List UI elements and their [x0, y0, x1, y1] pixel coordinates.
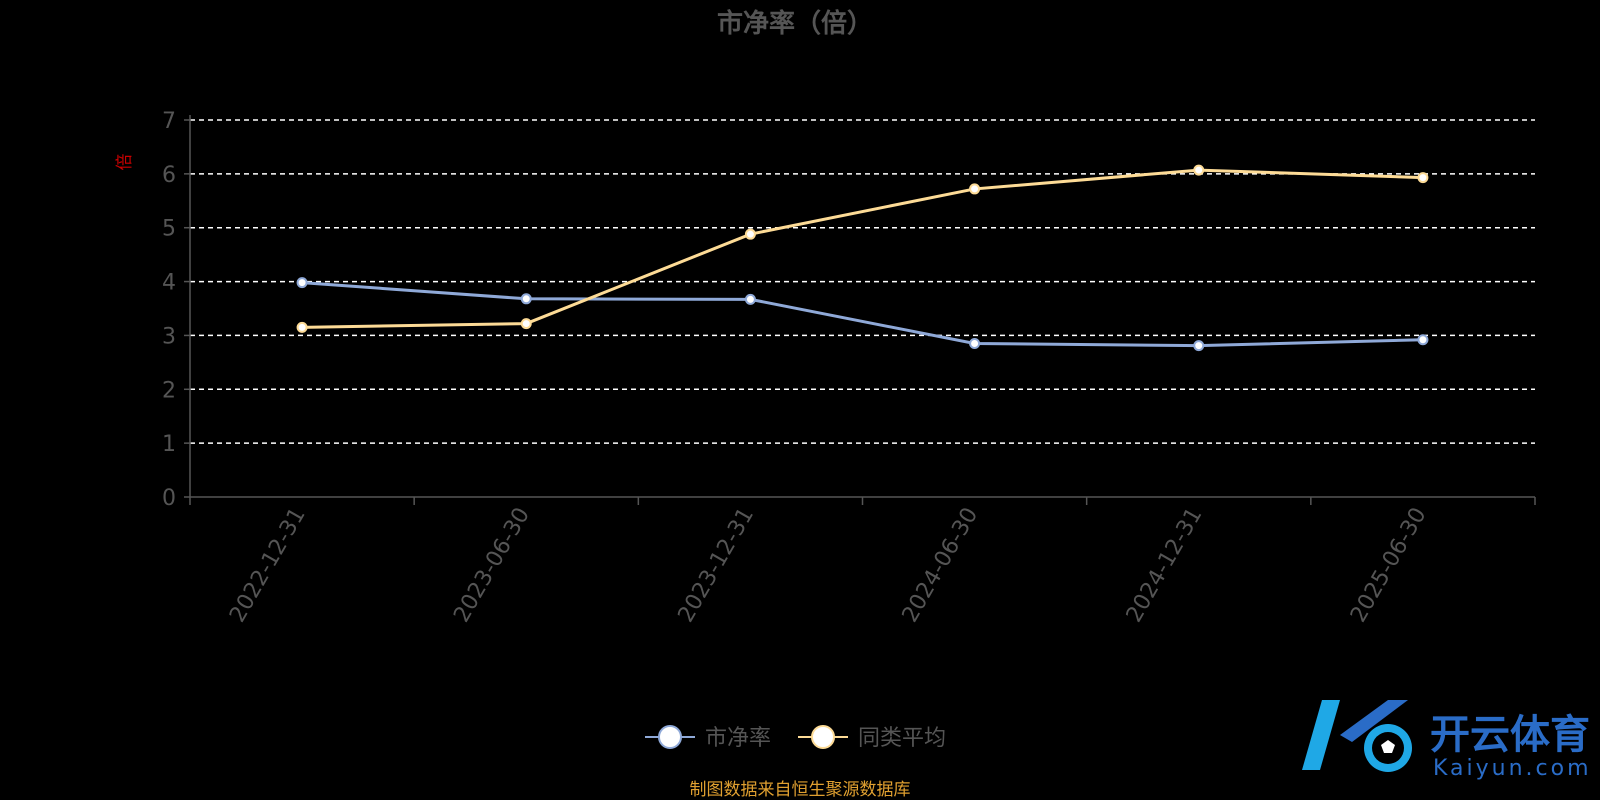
legend: 市净率 同类平均 — [645, 725, 946, 751]
data-point[interactable] — [744, 293, 756, 305]
series-line-2 — [302, 168, 1423, 329]
data-point[interactable] — [1417, 334, 1429, 346]
legend-label-series-2: 同类平均 — [858, 726, 946, 751]
logo-mark — [1302, 700, 1412, 772]
chart-title: 市净率（倍） — [717, 8, 873, 39]
x-tick-labels: 2022-12-31 2023-06-30 2023-12-31 2024-06-30… — [225, 503, 1431, 626]
x-tick-label: 2025-06-30 — [1346, 504, 1432, 627]
y-tick-labels: 0 1 2 3 4 5 6 7 — [162, 109, 190, 511]
watermark-domain: Kaiyun.com — [1433, 756, 1592, 781]
data-point[interactable] — [296, 277, 308, 289]
x-tick-label: 2024-06-30 — [898, 503, 984, 626]
y-tick-label: 4 — [162, 271, 176, 296]
series-line-1 — [301, 281, 1423, 348]
y-tick-label: 0 — [162, 486, 176, 511]
y-tick-label: 2 — [162, 378, 176, 403]
data-point[interactable] — [520, 293, 532, 305]
series-lines — [296, 164, 1429, 352]
x-tick-label: 2023-12-31 — [673, 504, 759, 627]
data-point[interactable] — [1193, 164, 1205, 176]
legend-item-series-2[interactable]: 同类平均 — [798, 725, 946, 751]
data-point[interactable] — [969, 338, 981, 350]
y-tick-label: 1 — [162, 432, 176, 457]
grid-lines — [190, 119, 1535, 444]
y-tick-label: 3 — [162, 324, 176, 349]
data-point[interactable] — [520, 318, 532, 330]
source-note: 制图数据来自恒生聚源数据库 — [690, 780, 911, 800]
data-point[interactable] — [296, 321, 308, 333]
y-tick-label: 5 — [162, 217, 176, 242]
x-tick-label: 2023-06-30 — [449, 504, 535, 627]
legend-item-series-1[interactable]: 市净率 — [645, 725, 771, 751]
x-tick-label: 2022-12-31 — [225, 504, 311, 627]
legend-marker-series-2 — [811, 725, 835, 749]
legend-label-series-1: 市净率 — [705, 726, 771, 751]
watermark-logo: 开云体育 Kaiyun.com — [1302, 700, 1592, 781]
y-axis-label: 倍 — [115, 154, 135, 171]
legend-marker-series-1 — [658, 725, 682, 749]
watermark-name: 开云体育 — [1430, 712, 1590, 758]
data-point[interactable] — [1417, 172, 1429, 184]
data-point[interactable] — [744, 228, 756, 240]
axes — [189, 115, 1536, 505]
data-point[interactable] — [1193, 340, 1205, 352]
data-point[interactable] — [969, 183, 981, 195]
x-tick-label: 2024-12-31 — [1122, 504, 1208, 627]
y-tick-label: 6 — [162, 163, 176, 188]
y-tick-label: 7 — [162, 109, 176, 134]
